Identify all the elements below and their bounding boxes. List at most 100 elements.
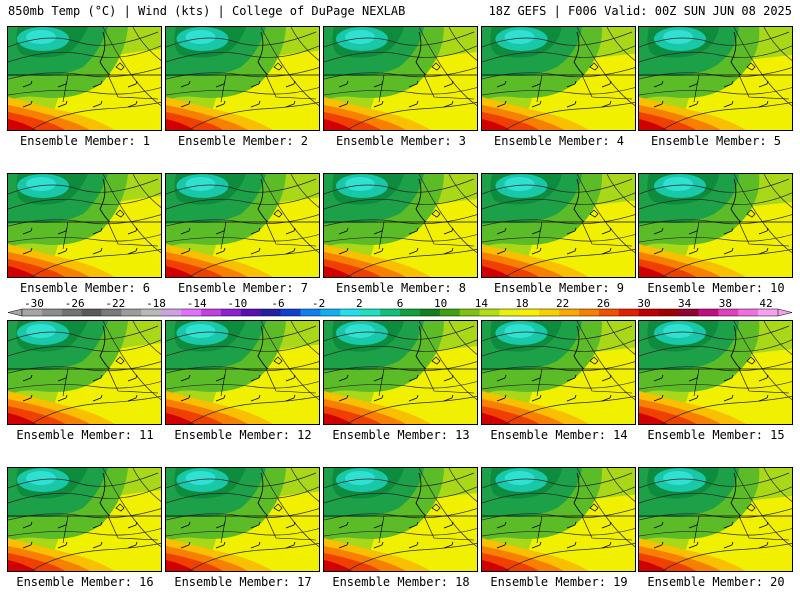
colorbar-tick-label: -18 [146,298,166,310]
ensemble-member-map [7,26,162,131]
ensemble-member-map [7,467,162,572]
temperature-map [639,174,792,277]
colorbar-swatch [320,309,341,316]
temperature-map [639,27,792,130]
ensemble-member-label: Ensemble Member: 1 [19,134,151,148]
temperature-map [166,174,319,277]
ensemble-member-map [165,467,320,572]
ensemble-member-label: Ensemble Member: 4 [493,134,625,148]
ensemble-member-label: Ensemble Member: 20 [647,575,785,589]
colorbar-swatch [360,309,381,316]
temperature-map [482,468,635,571]
colorbar-swatch [201,309,222,316]
colorbar-tick-label: 22 [556,298,569,310]
colorbar-tick-label: 14 [475,298,489,310]
temperature-map [8,27,161,130]
ensemble-member-map [638,467,793,572]
colorbar-swatch [61,309,82,316]
ensemble-member-label: Ensemble Member: 12 [174,428,312,442]
colorbar-tick-label: -30 [24,298,44,310]
colorbar-tick-label: -10 [227,298,247,310]
ensemble-member-label: Ensemble Member: 8 [335,281,467,295]
colorbar-swatch [419,309,441,316]
ensemble-member-label: Ensemble Member: 6 [19,281,151,295]
colorbar-swatch [380,309,401,316]
temperature-map [8,468,161,571]
colorbar-tick-label: -22 [105,298,125,310]
colorbar-swatch [618,309,640,316]
colorbar-swatch [479,309,500,316]
colorbar-swatch [698,309,719,316]
map-title: 850mb Temp (°C) | Wind (kts) | College o… [8,4,406,18]
ensemble-member-label: Ensemble Member: 14 [490,428,628,442]
colorbar-swatch [22,309,43,316]
colorbar-swatch [280,309,301,316]
temperature-map [166,27,319,130]
colorbar-swatch [400,309,421,316]
ensemble-member-map [323,173,478,278]
ensemble-member-label: Ensemble Member: 13 [332,428,470,442]
ensemble-member-map [638,26,793,131]
ensemble-member-label: Ensemble Member: 11 [16,428,154,442]
ensemble-member-label: Ensemble Member: 15 [647,428,785,442]
temperature-map [166,468,319,571]
ensemble-member-label: Ensemble Member: 5 [650,134,782,148]
ensemble-member-label: Ensemble Member: 19 [490,575,628,589]
colorbar-swatch [141,309,162,316]
temperature-map [324,468,477,571]
colorbar-tick-label: 34 [678,298,692,310]
ensemble-member-map [323,26,478,131]
ensemble-member-map [7,320,162,425]
colorbar-swatch [81,309,102,316]
temperature-map [482,174,635,277]
ensemble-member-label: Ensemble Member: 18 [332,575,470,589]
ensemble-member-label: Ensemble Member: 17 [174,575,312,589]
ensemble-member-label: Ensemble Member: 7 [177,281,309,295]
colorbar-tick-label: -6 [271,298,284,310]
colorbar-swatch [41,309,63,316]
colorbar-swatch [260,309,281,316]
temperature-map [8,174,161,277]
colorbar-swatch [678,309,699,316]
temperature-map [166,321,319,424]
ensemble-member-map [481,320,636,425]
colorbar-tick-label: 42 [759,298,772,310]
run-valid-time: 18Z GEFS | F006 Valid: 00Z SUN JUN 08 20… [488,4,792,18]
temperature-map [639,468,792,571]
ensemble-member-label: Ensemble Member: 9 [493,281,625,295]
ensemble-member-map [165,173,320,278]
ensemble-member-label: Ensemble Member: 3 [335,134,467,148]
temperature-colorbar: -30 -26 -22 -18 -14 -10 -6 -2 2 6 10 14 18 22 26 30 34 38… [7,298,793,317]
temperature-map [324,321,477,424]
colorbar-swatch [499,309,520,316]
colorbar-swatch [658,309,679,316]
colorbar-swatch [738,309,759,316]
colorbar-swatch [758,309,779,316]
colorbar-swatch [559,309,580,316]
colorbar-tick-label: 2 [356,298,363,310]
colorbar-tick-label: 26 [597,298,610,310]
ensemble-member-map [481,26,636,131]
colorbar-swatch [181,309,202,316]
colorbar-swatch [220,309,242,316]
ensemble-member-map [323,320,478,425]
ensemble-member-map [165,26,320,131]
temperature-map [639,321,792,424]
colorbar-swatch [439,309,460,316]
temperature-map [482,27,635,130]
ensemble-member-map [638,173,793,278]
ensemble-member-map [165,320,320,425]
ensemble-member-map [638,320,793,425]
colorbar-swatch [240,309,262,316]
temperature-map [482,321,635,424]
temperature-map [324,27,477,130]
colorbar-tick-label: 6 [397,298,404,310]
ensemble-member-label: Ensemble Member: 10 [647,281,785,295]
colorbar-swatch [638,309,659,316]
colorbar-swatch [300,309,321,316]
colorbar-swatch [101,309,122,316]
ensemble-member-map [481,467,636,572]
ensemble-member-map [323,467,478,572]
colorbar-tick-label: -26 [65,298,85,310]
ensemble-member-label: Ensemble Member: 2 [177,134,309,148]
